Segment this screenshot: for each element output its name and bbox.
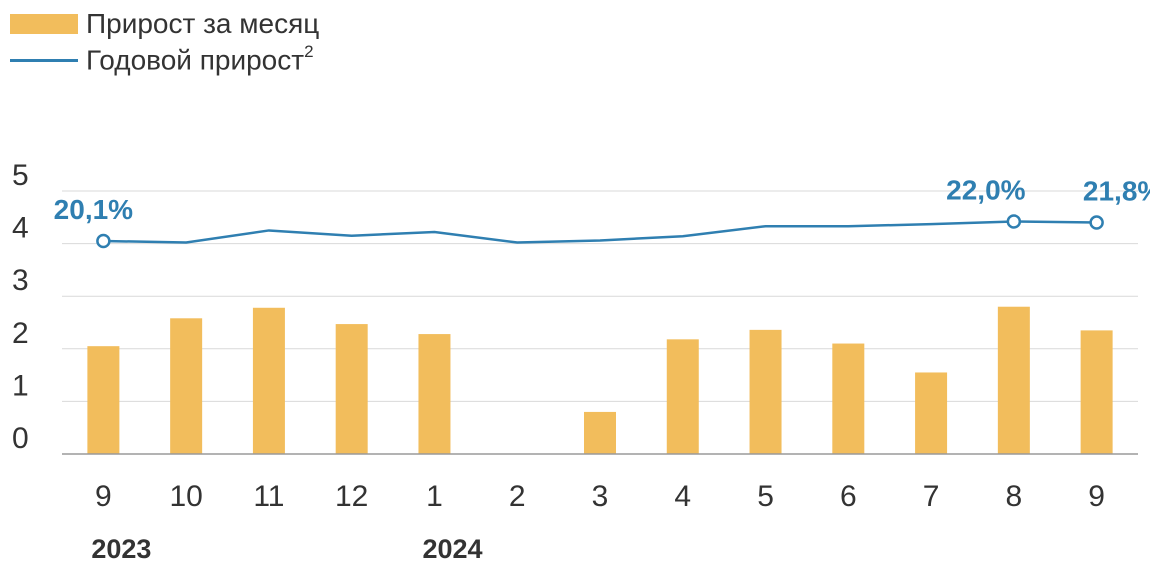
y-tick-label: 4 xyxy=(12,212,29,245)
line-marker xyxy=(1006,214,1022,229)
data-label: 21,8% xyxy=(1083,176,1150,207)
x-tick-label: 9 xyxy=(1088,480,1105,513)
legend-label-monthly: Прирост за месяц xyxy=(86,8,320,39)
bar xyxy=(335,324,368,454)
x-tick-label: 3 xyxy=(592,480,609,513)
legend-item-annual: Годовой прирост2 xyxy=(10,42,319,78)
year-label: 2023 xyxy=(91,534,151,561)
y-tick-label: 3 xyxy=(12,264,29,297)
line-marker xyxy=(1089,215,1104,230)
bar xyxy=(666,339,699,454)
legend-swatch-bar xyxy=(10,14,78,34)
x-tick-label: 6 xyxy=(840,480,857,513)
x-tick-label: 9 xyxy=(95,480,112,513)
x-tick-label: 2 xyxy=(509,480,526,513)
bar xyxy=(584,411,616,454)
x-tick-label: 11 xyxy=(253,480,284,513)
legend-label-annual: Годовой прирост2 xyxy=(86,41,314,76)
bar xyxy=(1080,330,1113,454)
year-label: 2024 xyxy=(422,534,482,561)
legend-label-annual-text: Годовой прирост xyxy=(86,44,305,76)
series-line xyxy=(103,220,1097,244)
bar xyxy=(170,318,203,454)
bar xyxy=(252,307,285,454)
legend-footnote-marker: 2 xyxy=(304,41,314,61)
legend-item-monthly: Прирост за месяц xyxy=(10,6,319,42)
bar xyxy=(997,306,1030,454)
y-tick-label: 1 xyxy=(12,369,29,402)
y-tick-label: 2 xyxy=(12,317,29,350)
y-tick-label: 5 xyxy=(12,159,29,192)
x-tick-label: 12 xyxy=(335,480,368,513)
data-label: 22,0% xyxy=(946,175,1025,206)
data-label: 20,1% xyxy=(54,194,133,225)
x-tick-label: 5 xyxy=(757,480,774,513)
x-tick-label: 8 xyxy=(1006,480,1023,513)
y-tick-label: 0 xyxy=(12,422,29,455)
line-marker xyxy=(96,233,111,249)
bar xyxy=(749,329,782,454)
x-tick-label: 7 xyxy=(923,480,940,513)
x-tick-label: 1 xyxy=(426,480,443,513)
x-tick-label: 10 xyxy=(169,480,202,513)
chart-legend: Прирост за месяц Годовой прирост2 xyxy=(10,6,319,78)
bar xyxy=(832,343,865,454)
bar xyxy=(915,372,948,454)
bar xyxy=(87,346,120,454)
legend-swatch-line xyxy=(10,58,78,62)
bar xyxy=(418,334,451,454)
x-tick-label: 4 xyxy=(674,480,691,513)
